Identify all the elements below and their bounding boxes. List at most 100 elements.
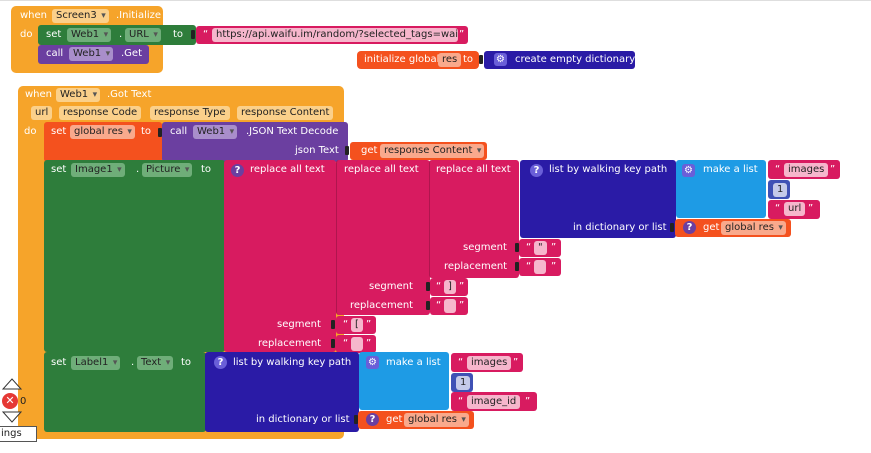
help-icon[interactable]: ? — [683, 221, 696, 234]
set-label: set — [51, 164, 67, 175]
when-label: when — [25, 89, 53, 100]
gear-icon[interactable]: ⚙ — [366, 356, 379, 369]
param-url[interactable]: url — [31, 106, 53, 120]
url-text-field[interactable]: https://api.waifu.im/random/?selected_ta… — [212, 28, 458, 42]
quote-open: “ — [775, 203, 781, 214]
web1-call-dropdown[interactable]: Web1 — [69, 47, 114, 61]
quote-close: ” — [459, 300, 465, 311]
list-item-number-field[interactable]: 1 — [773, 183, 788, 197]
text-property-dropdown[interactable]: Text — [137, 356, 174, 370]
replace-all-text-label: replace all text — [250, 164, 325, 175]
response-content-dropdown[interactable]: response Content — [380, 144, 485, 158]
web1-call-dropdown[interactable]: Web1 — [193, 125, 238, 139]
socket-connector — [426, 282, 430, 291]
toggle-warnings-button[interactable]: ings — [0, 426, 37, 442]
to-label: to — [181, 357, 192, 368]
replacement-3-field[interactable] — [351, 337, 363, 351]
list-item-field[interactable]: image_id — [467, 395, 521, 409]
global-name-field[interactable]: res — [438, 53, 462, 67]
replacement-label: replacement — [444, 261, 508, 272]
web1-event-dropdown[interactable]: Web1 — [56, 88, 101, 102]
socket-connector — [479, 55, 483, 64]
set-image1-picture-block[interactable] — [44, 160, 225, 352]
create-empty-dictionary-block[interactable] — [484, 51, 635, 69]
walking-key-path-label: list by walking key path — [233, 357, 352, 368]
socket-connector — [515, 262, 519, 271]
picture-property-dropdown[interactable]: Picture — [142, 163, 193, 177]
replace-all-text-inner-block[interactable] — [429, 160, 519, 278]
replace-all-text-middle-block[interactable] — [336, 160, 430, 315]
walking-key-path-block[interactable] — [520, 160, 676, 238]
dot-label: . — [136, 164, 140, 175]
quote-open: “ — [343, 319, 349, 330]
quote-close: ” — [459, 281, 465, 292]
image1-component-dropdown[interactable]: Image1 — [71, 163, 125, 177]
list-item-field[interactable]: url — [784, 202, 806, 216]
make-a-list-label: make a list — [386, 357, 441, 368]
url-property-dropdown[interactable]: URL — [125, 28, 161, 42]
param-response-content[interactable]: response Content — [237, 106, 334, 120]
help-icon[interactable]: ? — [366, 413, 379, 426]
help-icon[interactable]: ? — [214, 356, 227, 369]
socket-connector — [331, 339, 335, 348]
replace-all-text-outer-block[interactable] — [224, 160, 336, 352]
gear-icon[interactable]: ⚙ — [494, 53, 507, 66]
list-item-number-field[interactable]: 1 — [456, 376, 471, 390]
dot-label: . — [131, 357, 135, 368]
segment-1-field[interactable]: " — [534, 241, 547, 255]
param-response-code[interactable]: response Code — [59, 106, 142, 120]
quote-open: “ — [436, 300, 442, 311]
replacement-label: replacement — [258, 338, 322, 349]
socket-connector — [426, 301, 430, 310]
set-label: set — [51, 126, 67, 137]
toggle-warnings-label: ings — [1, 428, 22, 439]
to-label: to — [173, 29, 184, 40]
socket-connector — [158, 128, 162, 137]
walking-key-path-block[interactable] — [205, 352, 359, 432]
param-response-type[interactable]: response Type — [150, 106, 230, 120]
set-label: set — [51, 357, 67, 368]
socket-connector — [345, 146, 349, 155]
quote-open: “ — [458, 357, 464, 368]
socket-connector — [515, 243, 519, 252]
gear-icon[interactable]: ? — [231, 164, 244, 177]
segment-2-field[interactable]: ] — [444, 280, 456, 294]
socket-connector — [354, 415, 358, 424]
initialize-global-label: initialize global — [364, 54, 440, 65]
replacement-2-field[interactable] — [444, 299, 456, 313]
socket-connector — [670, 223, 674, 232]
get-label: get — [386, 414, 403, 425]
segment-3-field[interactable]: [ — [351, 318, 363, 332]
do-label: do — [24, 126, 37, 137]
call-label: call — [170, 126, 188, 137]
quote-open: “ — [526, 242, 532, 253]
to-label: to — [141, 126, 152, 137]
warning-down-arrow-icon[interactable] — [2, 411, 22, 423]
label1-component-dropdown[interactable]: Label1 — [71, 356, 121, 370]
replace-all-text-label: replace all text — [436, 164, 511, 175]
json-decode-method-label: .JSON Text Decode — [246, 126, 339, 137]
help-icon[interactable]: ? — [530, 164, 543, 177]
when-label: when — [20, 10, 48, 21]
segment-label: segment — [277, 319, 321, 330]
socket-connector — [191, 30, 195, 39]
global-res-dropdown[interactable]: global res — [721, 221, 786, 235]
quote-close: ” — [551, 242, 557, 253]
json-text-label: json Text — [295, 145, 339, 156]
warning-up-arrow-icon[interactable] — [2, 378, 22, 390]
list-item-field[interactable]: images — [467, 356, 512, 370]
replacement-1-field[interactable] — [534, 260, 546, 274]
list-item-field[interactable]: images — [784, 163, 829, 177]
error-icon[interactable]: ✕ — [2, 393, 18, 409]
quote-close: ” — [808, 203, 814, 214]
web1-component-dropdown[interactable]: Web1 — [67, 28, 112, 42]
gear-icon[interactable]: ⚙ — [682, 164, 695, 177]
screen-dropdown[interactable]: Screen3 — [52, 9, 109, 23]
global-res-dropdown[interactable]: global res — [404, 413, 469, 427]
global-res-dropdown[interactable]: global res — [70, 125, 135, 139]
create-empty-dictionary-label: create empty dictionary — [515, 54, 636, 65]
quote-open: “ — [458, 396, 464, 407]
error-count: 0 — [20, 396, 27, 407]
quote-open: “ — [436, 281, 442, 292]
quote-close: ” — [525, 396, 531, 407]
